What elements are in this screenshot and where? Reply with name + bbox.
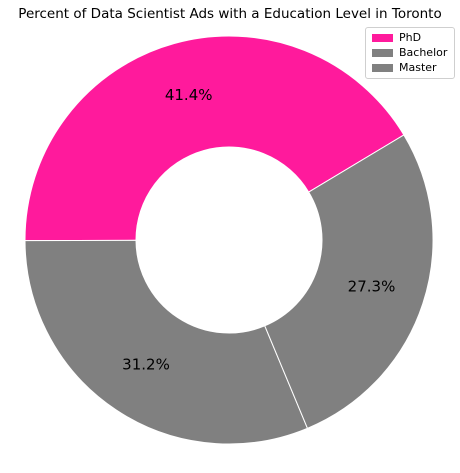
legend-item-phd: PhD bbox=[366, 30, 454, 45]
slice-label-phd: 41.4% bbox=[165, 86, 213, 104]
chart-legend: PhD Bachelor Master bbox=[365, 27, 455, 79]
legend-swatch-master bbox=[372, 63, 393, 72]
donut-slice-bachelor bbox=[24, 239, 309, 445]
slice-label-master: 27.3% bbox=[348, 277, 396, 295]
legend-item-bachelor: Bachelor bbox=[366, 45, 454, 60]
legend-label-phd: PhD bbox=[399, 31, 422, 44]
slice-label-bachelor: 31.2% bbox=[122, 355, 170, 373]
legend-swatch-bachelor bbox=[372, 48, 393, 57]
chart-title: Percent of Data Scientist Ads with a Edu… bbox=[18, 6, 442, 22]
legend-label-bachelor: Bachelor bbox=[399, 46, 448, 59]
legend-swatch-phd bbox=[372, 33, 393, 42]
donut-slice-phd bbox=[24, 35, 405, 242]
legend-label-master: Master bbox=[399, 61, 437, 74]
donut-slice-master bbox=[264, 134, 434, 429]
legend-item-master: Master bbox=[366, 60, 454, 75]
